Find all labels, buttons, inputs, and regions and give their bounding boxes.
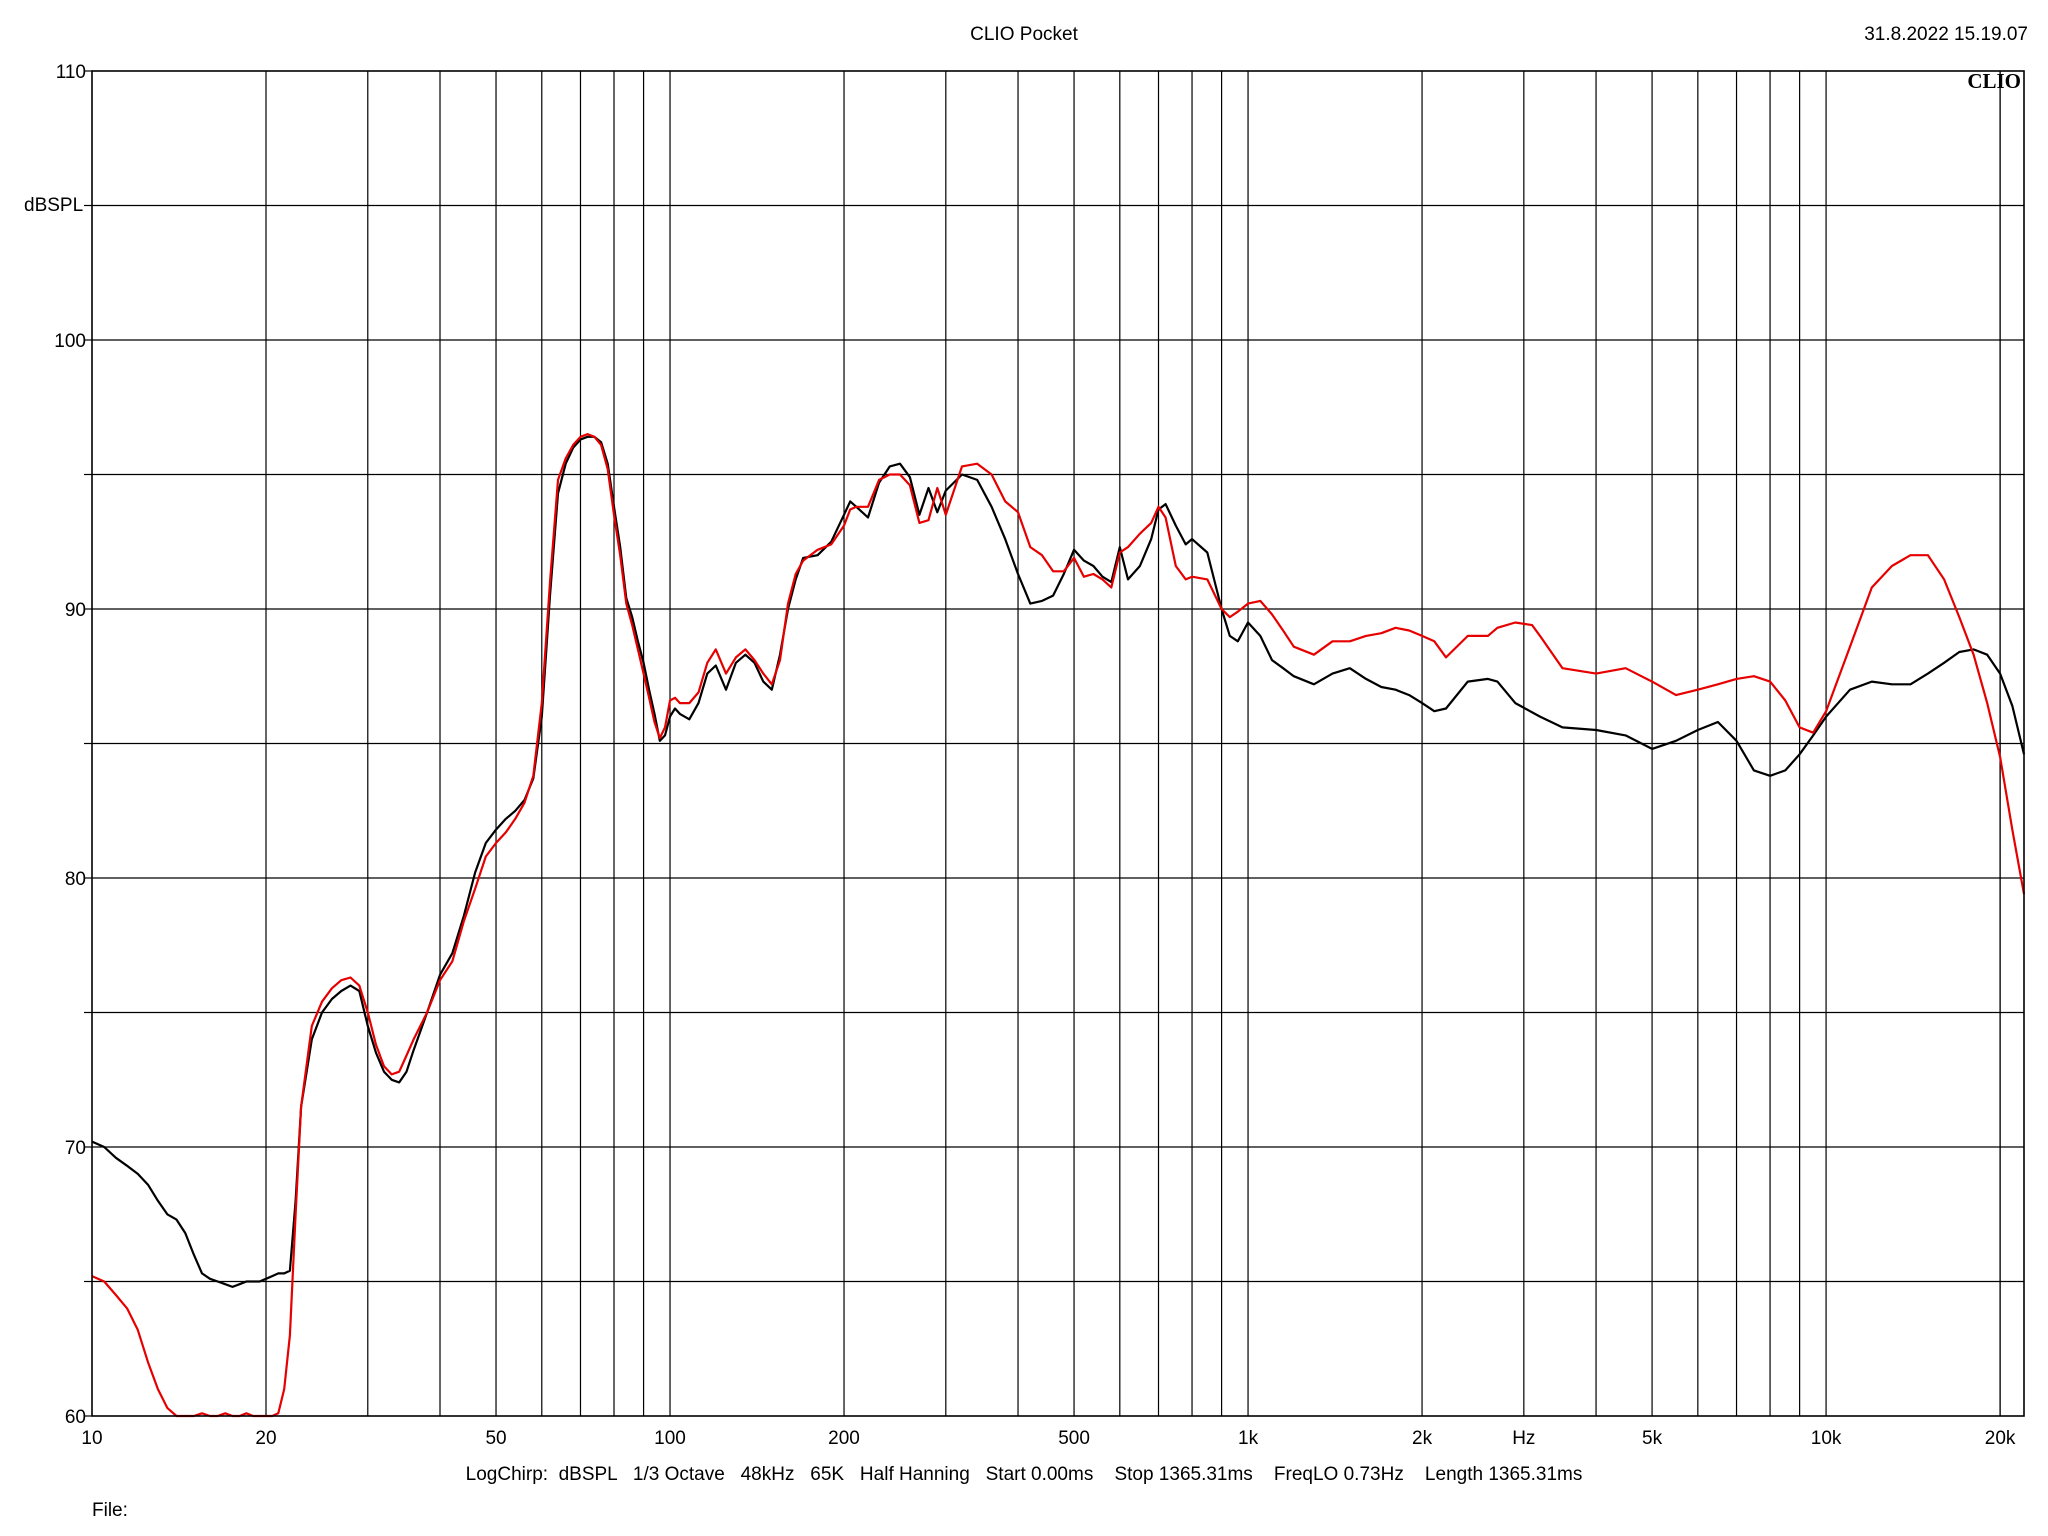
x-tick-label: 50 xyxy=(485,1428,506,1449)
y-tick-label: 100 xyxy=(54,331,86,352)
x-tick-label: 10 xyxy=(81,1428,102,1449)
clio-logo: CLIO xyxy=(1967,69,2021,93)
series-lines xyxy=(91,433,2026,1418)
y-axis-label: dBSPL xyxy=(24,195,83,216)
grid xyxy=(84,70,2024,1417)
x-tick-label: 10k xyxy=(1811,1428,1842,1449)
y-tick-label: 80 xyxy=(65,869,86,890)
x-tick-label: 20k xyxy=(1985,1428,2016,1449)
x-tick-label: 500 xyxy=(1058,1428,1090,1449)
tick-labels: 10 20 50 100 200 500 1k 2k 5k 10k 20k 110 100 90 80 70 6… xyxy=(54,62,2016,1449)
x-tick-label: 5k xyxy=(1642,1428,1663,1449)
series-line-red xyxy=(91,433,2026,1418)
x-tick-label: 1k xyxy=(1238,1428,1259,1449)
x-tick-label: 20 xyxy=(255,1428,276,1449)
y-tick-label: 110 xyxy=(56,62,86,83)
x-tick-label: 100 xyxy=(654,1428,686,1449)
measurement-parameters: LogChirp: dBSPL 1/3 Octave 48kHz 65K Hal… xyxy=(465,1464,1583,1485)
y-tick-label: 70 xyxy=(65,1138,86,1159)
x-tick-label: 2k xyxy=(1412,1428,1433,1449)
file-label: File: xyxy=(92,1500,128,1521)
x-tick-label: 200 xyxy=(828,1428,860,1449)
series-line-black xyxy=(91,435,2026,1289)
y-tick-label: 90 xyxy=(65,600,86,621)
y-tick-label: 60 xyxy=(65,1407,86,1428)
report-timestamp: 31.8.2022 15.19.07 xyxy=(1864,24,2028,45)
x-axis-unit-label: Hz xyxy=(1512,1428,1535,1449)
report-title: CLIO Pocket xyxy=(970,24,1078,45)
plot-frame xyxy=(91,70,2025,1417)
